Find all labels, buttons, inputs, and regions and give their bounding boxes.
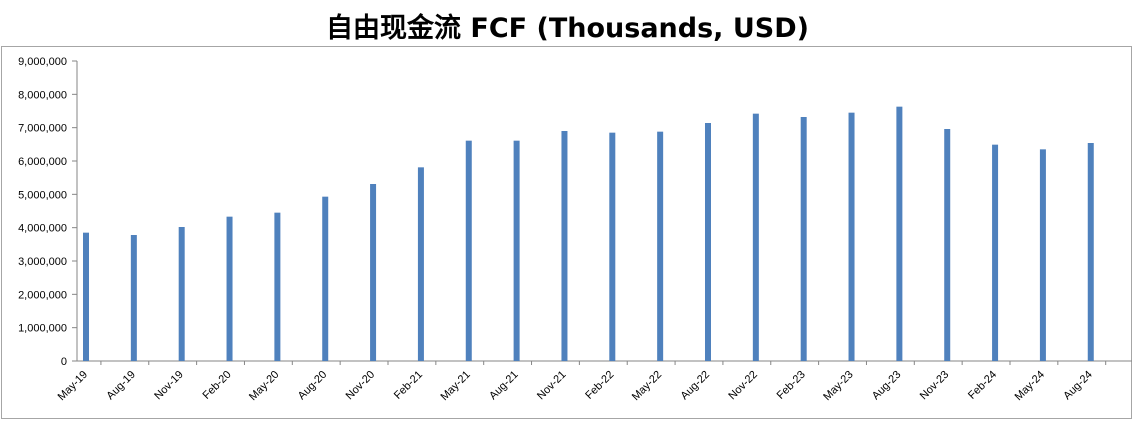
x-tick-label: May-20: [247, 369, 281, 403]
bar: [848, 112, 855, 362]
bar: [178, 227, 185, 361]
y-tick-label: 4,000,000: [18, 223, 67, 235]
x-tick-label: Nov-21: [535, 369, 569, 403]
bar: [274, 212, 281, 361]
y-tick-label: 3,000,000: [18, 256, 67, 268]
bar: [896, 106, 903, 362]
x-tick-label: Feb-20: [201, 369, 234, 402]
x-tick-label: Feb-22: [583, 369, 616, 402]
bar: [704, 123, 711, 361]
bar: [752, 113, 759, 362]
x-tick-label: May-22: [630, 369, 664, 403]
y-tick-label: 1,000,000: [18, 323, 67, 335]
bar: [992, 144, 999, 361]
bar: [322, 196, 329, 361]
bar: [657, 131, 664, 361]
bar: [561, 131, 568, 361]
x-tick-label: Nov-23: [918, 369, 952, 403]
x-tick-label: Aug-20: [296, 369, 330, 403]
x-tick-label: Aug-22: [679, 369, 713, 403]
x-tick-label: Aug-19: [104, 369, 138, 403]
x-tick-label: Nov-22: [726, 369, 760, 403]
bar: [465, 140, 472, 361]
chart-frame: [1, 46, 1132, 419]
x-tick-label: May-19: [56, 369, 90, 403]
y-tick-label: 7,000,000: [18, 123, 67, 135]
x-tick-label: Nov-20: [344, 369, 378, 403]
x-tick-label: May-24: [1013, 369, 1047, 403]
x-tick-label: Feb-23: [775, 369, 808, 402]
x-tick-label: Nov-19: [152, 369, 186, 403]
bar: [83, 232, 89, 361]
bar: [944, 129, 951, 361]
y-tick-label: 9,000,000: [18, 56, 67, 68]
bar: [130, 235, 137, 361]
bar: [1087, 143, 1094, 361]
bar: [370, 184, 377, 361]
bar: [800, 117, 807, 361]
x-tick-label: Feb-21: [392, 369, 425, 402]
chart-title: 自由现金流 FCF (Thousands, USD): [326, 13, 809, 44]
bar: [226, 216, 233, 361]
x-tick-label: Aug-21: [487, 369, 521, 403]
y-tick-label: 5,000,000: [18, 189, 67, 201]
x-tick-label: May-23: [821, 369, 855, 403]
bar: [417, 167, 424, 361]
x-tick-label: Feb-24: [966, 369, 999, 402]
bar: [1039, 149, 1046, 361]
x-tick-label: Aug-23: [870, 369, 904, 403]
y-tick-label: 6,000,000: [18, 156, 67, 168]
y-tick-label: 8,000,000: [18, 89, 67, 101]
bar: [609, 132, 616, 361]
y-tick-label: 2,000,000: [18, 289, 67, 301]
bar: [513, 140, 520, 361]
x-tick-label: May-21: [438, 369, 472, 403]
y-tick-label: 0: [61, 356, 67, 368]
x-tick-label: Aug-24: [1061, 369, 1095, 403]
